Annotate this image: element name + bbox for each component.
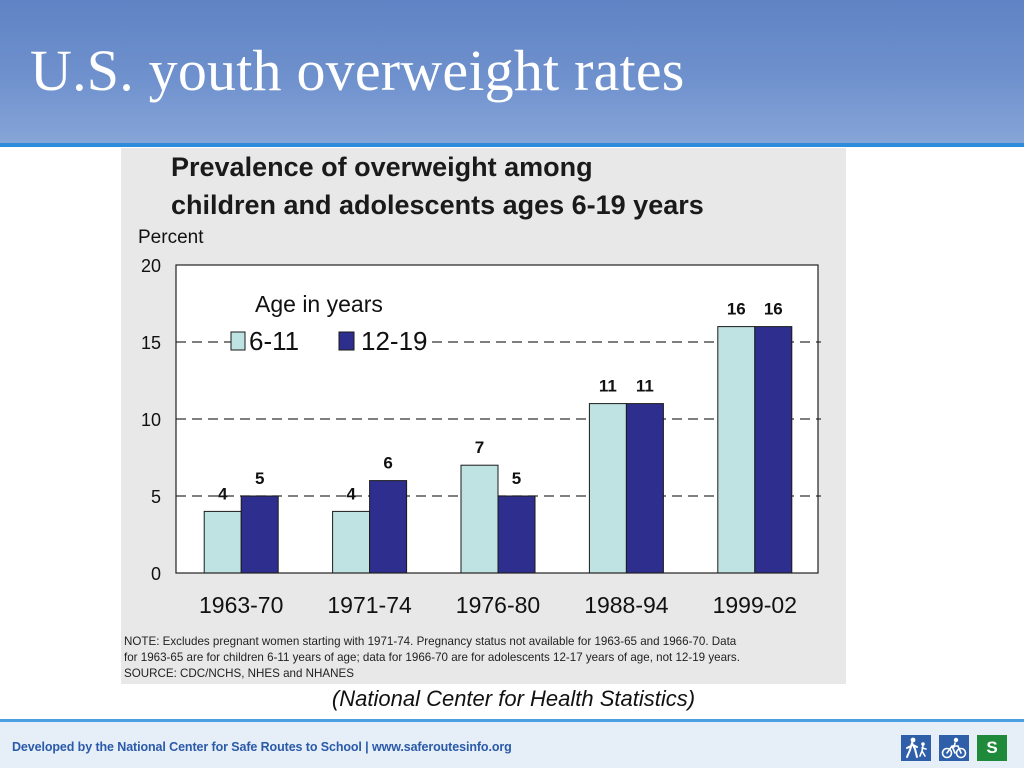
x-tick-label: 1963-70 xyxy=(199,592,283,618)
bar-value-label: 11 xyxy=(599,377,617,396)
bar-value-label: 5 xyxy=(255,469,264,488)
bar-value-label: 5 xyxy=(512,469,521,488)
x-tick-label: 1971-74 xyxy=(327,592,412,618)
bar-value-label: 11 xyxy=(636,377,654,396)
legend-label-6-11: 6-11 xyxy=(249,326,299,356)
bar-value-label: 7 xyxy=(475,438,484,457)
y-axis-label: Percent xyxy=(138,227,204,248)
bar-chart: 0 5 10 15 20 Percent 4 5 1963-70 4 6 1971-74 7 5 1976-… xyxy=(124,227,821,680)
legend-title: Age in years xyxy=(255,291,383,317)
bar-6-11 xyxy=(460,464,499,574)
bar-6-11 xyxy=(332,510,371,574)
bar-6-11 xyxy=(588,403,627,574)
srts-logo-glyph: S xyxy=(986,738,998,757)
chart-title: Prevalence of overweight among children … xyxy=(171,148,851,224)
footer-credit-text: Developed by the National Center for Saf… xyxy=(12,740,512,754)
walking-icon xyxy=(901,735,931,761)
footer: Developed by the National Center for Saf… xyxy=(0,722,1024,768)
legend-background xyxy=(245,288,415,358)
y-tick-label: 5 xyxy=(151,487,161,507)
header-divider xyxy=(0,143,1024,147)
slide-title: U.S. youth overweight rates xyxy=(30,38,685,103)
legend-swatch-12-19 xyxy=(338,331,355,351)
x-tick-label: 1999-02 xyxy=(713,592,797,618)
slide-header: U.S. youth overweight rates xyxy=(0,0,1024,143)
footer-divider xyxy=(0,719,1024,722)
legend-swatch-6-11 xyxy=(230,331,246,351)
bicycle-icon xyxy=(939,735,969,761)
y-tick-label: 10 xyxy=(141,410,161,430)
bar-6-11 xyxy=(717,326,756,574)
bar-12-19 xyxy=(625,403,664,574)
y-tick-label: 0 xyxy=(151,564,161,584)
bar-12-19 xyxy=(754,326,793,574)
source-caption: (National Center for Health Statistics) xyxy=(331,686,696,711)
y-tick-label: 20 xyxy=(141,256,161,276)
chart-title-line-2: children and adolescents ages 6-19 years xyxy=(171,190,704,220)
bar-12-19 xyxy=(497,495,536,574)
x-tick-label: 1976-80 xyxy=(456,592,540,618)
bar-value-label: 4 xyxy=(346,484,356,503)
bar-12-19 xyxy=(240,495,279,574)
bar-12-19 xyxy=(369,480,408,574)
bar-value-label: 16 xyxy=(727,300,746,319)
bar-value-label: 4 xyxy=(218,484,228,503)
plot-border xyxy=(175,264,819,574)
y-tick-label: 15 xyxy=(141,333,161,353)
bar-6-11 xyxy=(203,510,242,574)
legend-label-12-19: 12-19 xyxy=(361,326,428,356)
chart-note-line: SOURCE: CDC/NCHS, NHES and NHANES xyxy=(124,667,354,680)
srts-logo-icon: S xyxy=(977,735,1007,761)
chart-note-line: NOTE: Excludes pregnant women starting w… xyxy=(124,635,737,648)
bar-value-label: 16 xyxy=(764,300,783,319)
chart-note-line: for 1963-65 are for children 6-11 years … xyxy=(124,651,740,664)
x-tick-label: 1988-94 xyxy=(584,592,669,618)
bar-value-label: 6 xyxy=(383,454,392,473)
chart-title-line-1: Prevalence of overweight among xyxy=(171,152,593,182)
chart-panel: Prevalence of overweight among children … xyxy=(121,148,846,684)
